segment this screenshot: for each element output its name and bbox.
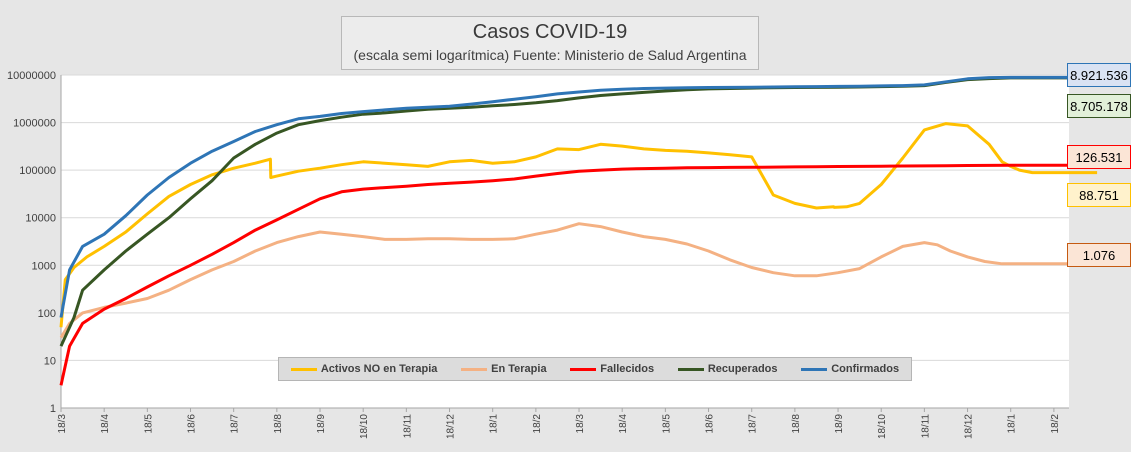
x-tick-label: 18/10	[359, 414, 370, 439]
legend-swatch	[461, 367, 488, 371]
legend-label: Fallecidos	[600, 363, 655, 375]
x-tick-label: 18/2	[532, 414, 543, 434]
callout-recuperados: 8.705.178	[1067, 94, 1131, 118]
y-tick-label: 10	[44, 355, 56, 367]
y-tick-label: 100000	[19, 165, 56, 177]
x-tick-label: 18/1	[1007, 414, 1018, 434]
series-line-activos-no-en-terapia	[59, 122, 1098, 328]
legend-item: En Terapia	[461, 363, 547, 375]
x-tick-label: 18/4	[618, 414, 629, 434]
legend-label: Activos NO en Terapia	[320, 363, 438, 375]
legend-label: Confirmados	[831, 363, 900, 375]
legend-swatch	[677, 367, 704, 371]
y-tick-label: 1000	[32, 260, 56, 272]
x-tick-label: 18/2	[1050, 414, 1061, 434]
x-tick-label: 18/6	[187, 414, 198, 434]
callout-en-terapia: 1.076	[1067, 243, 1131, 267]
legend-label: En Terapia	[491, 363, 547, 375]
x-tick-label: 18/12	[446, 414, 457, 439]
x-tick-label: 18/11	[402, 414, 413, 439]
x-tick-label: 18/12	[964, 414, 975, 439]
x-tick-label: 18/7	[748, 414, 759, 434]
x-tick-label: 18/4	[100, 414, 111, 434]
plot-area	[61, 75, 1069, 408]
x-tick-label: 18/8	[273, 414, 284, 434]
legend-item: Fallecidos	[570, 363, 654, 375]
legend-item: Activos NO en Terapia	[290, 363, 438, 375]
legend-swatch	[570, 367, 597, 371]
x-tick-label: 18/6	[705, 414, 716, 434]
y-tick-label: 10000000	[7, 70, 56, 82]
chart-legend: Activos NO en Terapia En Terapia Fallecido…	[278, 357, 912, 381]
x-tick-label: 18/7	[230, 414, 241, 434]
callout-fallecidos: 126.531	[1067, 145, 1131, 169]
x-tick-label: 18/10	[877, 414, 888, 439]
chart-title-box: Casos COVID-19 (escala semi logarítmica)…	[341, 16, 759, 70]
x-tick-label: 18/8	[791, 414, 802, 434]
x-tick-label: 18/5	[143, 414, 154, 434]
callout-confirmados: 8.921.536	[1067, 63, 1131, 87]
x-tick-label: 18/9	[834, 414, 845, 434]
legend-item: Confirmados	[801, 363, 899, 375]
x-tick-label: 18/3	[57, 414, 68, 434]
x-tick-label: 18/3	[575, 414, 586, 434]
chart-title: Casos COVID-19	[472, 21, 628, 43]
y-tick-label: 1000000	[13, 118, 56, 130]
legend-swatch	[801, 367, 828, 371]
series-line-confirmados	[59, 75, 1098, 318]
series-line-en-terapia	[59, 222, 1098, 339]
chart-subtitle: (escala semi logarítmica) Fuente: Minist…	[353, 47, 747, 63]
x-tick-label: 18/11	[920, 414, 931, 439]
series-line-fallecidos	[59, 163, 1098, 386]
legend-swatch	[290, 367, 317, 371]
y-tick-label: 10000	[25, 213, 56, 225]
legend-label: Recuperados	[707, 363, 778, 375]
x-tick-label: 18/9	[316, 414, 327, 434]
x-tick-label: 18/5	[661, 414, 672, 434]
y-tick-label: 1	[50, 403, 56, 415]
callout-activos: 88.751	[1067, 183, 1131, 207]
legend-item: Recuperados	[677, 363, 778, 375]
x-tick-label: 18/1	[489, 414, 500, 434]
y-tick-label: 100	[38, 308, 56, 320]
